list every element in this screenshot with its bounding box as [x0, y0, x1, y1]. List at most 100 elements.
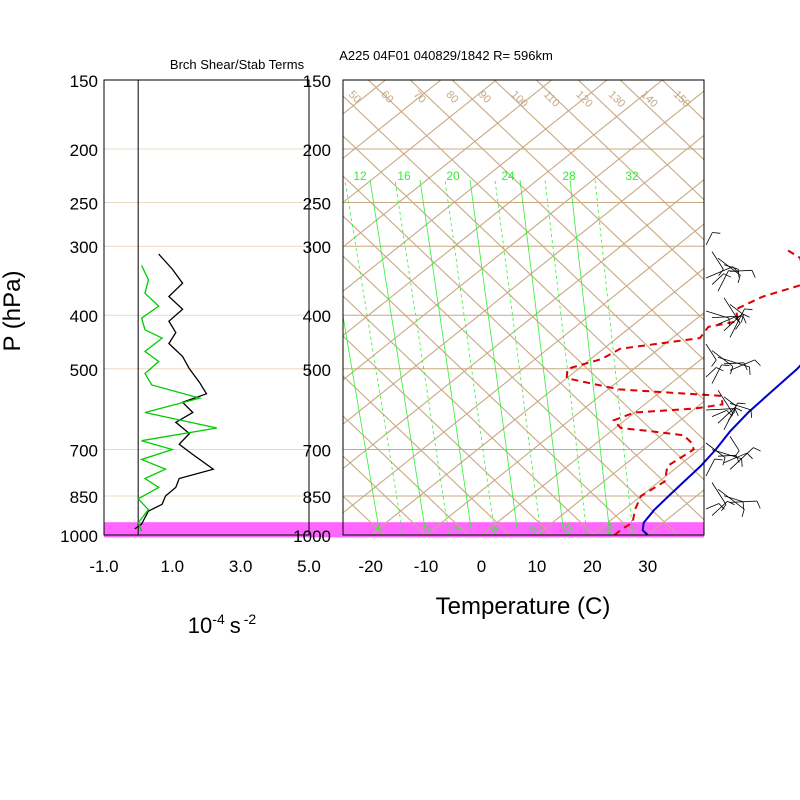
dry-adiabat-line — [343, 295, 595, 535]
wind-barb-flag — [742, 501, 745, 510]
wind-barb — [729, 447, 754, 470]
mixing-ratio-line — [343, 313, 381, 535]
dry-adiabat-line — [367, 80, 704, 401]
temperature-tick-label: 10 — [527, 557, 546, 576]
dry-adiabat-line — [451, 80, 704, 321]
isotherm-line — [481, 356, 704, 535]
chart-title: A225 04F01 040829/1842 R= 596km — [339, 48, 553, 63]
wind-barb-flag — [723, 273, 732, 278]
left-panel-series — [134, 80, 217, 535]
dry-adiabat-line — [343, 175, 704, 521]
right-x-axis-label: Temperature (C) — [436, 593, 611, 620]
left-x-unit-base: 10 — [188, 613, 212, 638]
left-pressure-tick-label: 400 — [70, 307, 98, 326]
highlight-layer — [104, 522, 704, 538]
mixing-ratio-label: 16 — [397, 169, 411, 183]
wind-barb-flag — [742, 313, 750, 318]
left-pressure-tick-label: 250 — [70, 195, 98, 214]
wind-barb — [717, 407, 736, 424]
isotherm-line — [425, 311, 704, 535]
wind-barb-flag — [749, 366, 751, 375]
wind-barb — [717, 316, 735, 325]
wind-barb — [729, 403, 752, 411]
temperature-tick-label: 20 — [583, 557, 602, 576]
wind-barb — [711, 410, 727, 417]
isotherm-line — [343, 80, 497, 204]
wind-barbs — [705, 232, 761, 517]
right-pressure-tick-label: 400 — [303, 307, 331, 326]
wind-barb-flag — [728, 270, 737, 272]
wind-barb-flag — [721, 364, 730, 367]
wind-barb — [723, 297, 741, 324]
isopleths: 50 60 70 80 90 100 110 120 130 140 150 — [343, 80, 704, 535]
dry-adiabat-line — [577, 80, 704, 201]
wind-barb — [723, 452, 748, 464]
dry-adiabat-line — [343, 335, 553, 535]
wind-barb-flag — [751, 270, 756, 278]
dry-adiabat-line — [343, 375, 511, 535]
right-pressure-tick-label: 700 — [303, 441, 331, 460]
right-pressure-tick-label: 200 — [303, 141, 331, 160]
mixing-ratio-line — [369, 179, 427, 535]
wind-barb — [717, 454, 736, 457]
left-x-unit-s: s — [230, 613, 241, 638]
left-x-unit-exp2: -2 — [244, 611, 257, 627]
wind-barb-flag — [734, 408, 739, 417]
wind-barb — [729, 500, 757, 503]
right-pressure-tick-label: 500 — [303, 361, 331, 380]
dewpoint-profile-line — [565, 249, 800, 536]
shear-stability-series-line — [137, 265, 217, 532]
wind-barb-flag — [722, 457, 726, 466]
left-pressure-tick-label: 300 — [70, 238, 98, 257]
y-axis-label: P (hPa) — [0, 271, 26, 352]
wind-barb — [711, 251, 724, 270]
left-x-tick-label: 5.0 — [297, 557, 321, 576]
right-panel-frame — [342, 79, 705, 536]
wind-barb — [711, 273, 724, 285]
isotherm-line — [343, 80, 608, 292]
right-pressure-tick-label: 850 — [303, 488, 331, 507]
wind-barb — [711, 364, 722, 384]
mixing-ratio-label: 12 — [353, 169, 367, 183]
wind-barb — [723, 495, 744, 503]
wind-barb-flag — [735, 322, 741, 330]
left-panel-frame — [103, 79, 310, 536]
mixing-ratio-line — [569, 179, 611, 535]
left-x-tick-label: 1.0 — [161, 557, 185, 576]
left-x-tick-label: 3.0 — [229, 557, 253, 576]
temperature-tick-label: -10 — [414, 557, 439, 576]
wind-barb-flag — [753, 447, 761, 452]
wind-barb — [717, 356, 750, 368]
left-panel-title: Brch Shear/Stab Terms — [170, 57, 305, 72]
wind-barb — [705, 442, 726, 458]
left-pressure-tick-label: 1000 — [60, 527, 98, 546]
dry-adiabat-line — [535, 80, 704, 241]
wind-barb-flag — [737, 402, 746, 405]
isotherm-line — [343, 223, 704, 514]
dry-adiabat-line — [619, 80, 704, 161]
dry-adiabat-line — [343, 95, 704, 441]
wind-barb — [723, 313, 743, 332]
wind-barb-flag — [718, 269, 724, 276]
mixing-ratio-low-label: 3 — [452, 524, 465, 535]
mixing-ratio-line — [469, 179, 519, 535]
right-panel-series — [565, 249, 800, 536]
dry-adiabat-line — [343, 135, 704, 481]
wind-barb — [717, 270, 729, 292]
wind-barb-flag — [737, 269, 740, 278]
wind-barb — [729, 308, 745, 338]
left-pressure-tick-label: 500 — [70, 361, 98, 380]
wind-barb-flag — [750, 409, 752, 418]
wind-barb — [723, 402, 738, 430]
temperature-tick-label: -20 — [358, 557, 383, 576]
mixing-ratio-low-label: 2 — [423, 524, 436, 535]
left-pressure-tick-label: 200 — [70, 141, 98, 160]
left-pressure-tick-label: 700 — [70, 441, 98, 460]
right-pressure-tick-label: 150 — [303, 72, 331, 91]
isotherm-line — [343, 134, 704, 425]
temperature-profile-line — [641, 364, 800, 536]
wind-barb-flag — [746, 452, 753, 460]
left-pressure-tick-label: 150 — [70, 72, 98, 91]
mixing-ratio-label: 20 — [446, 169, 460, 183]
